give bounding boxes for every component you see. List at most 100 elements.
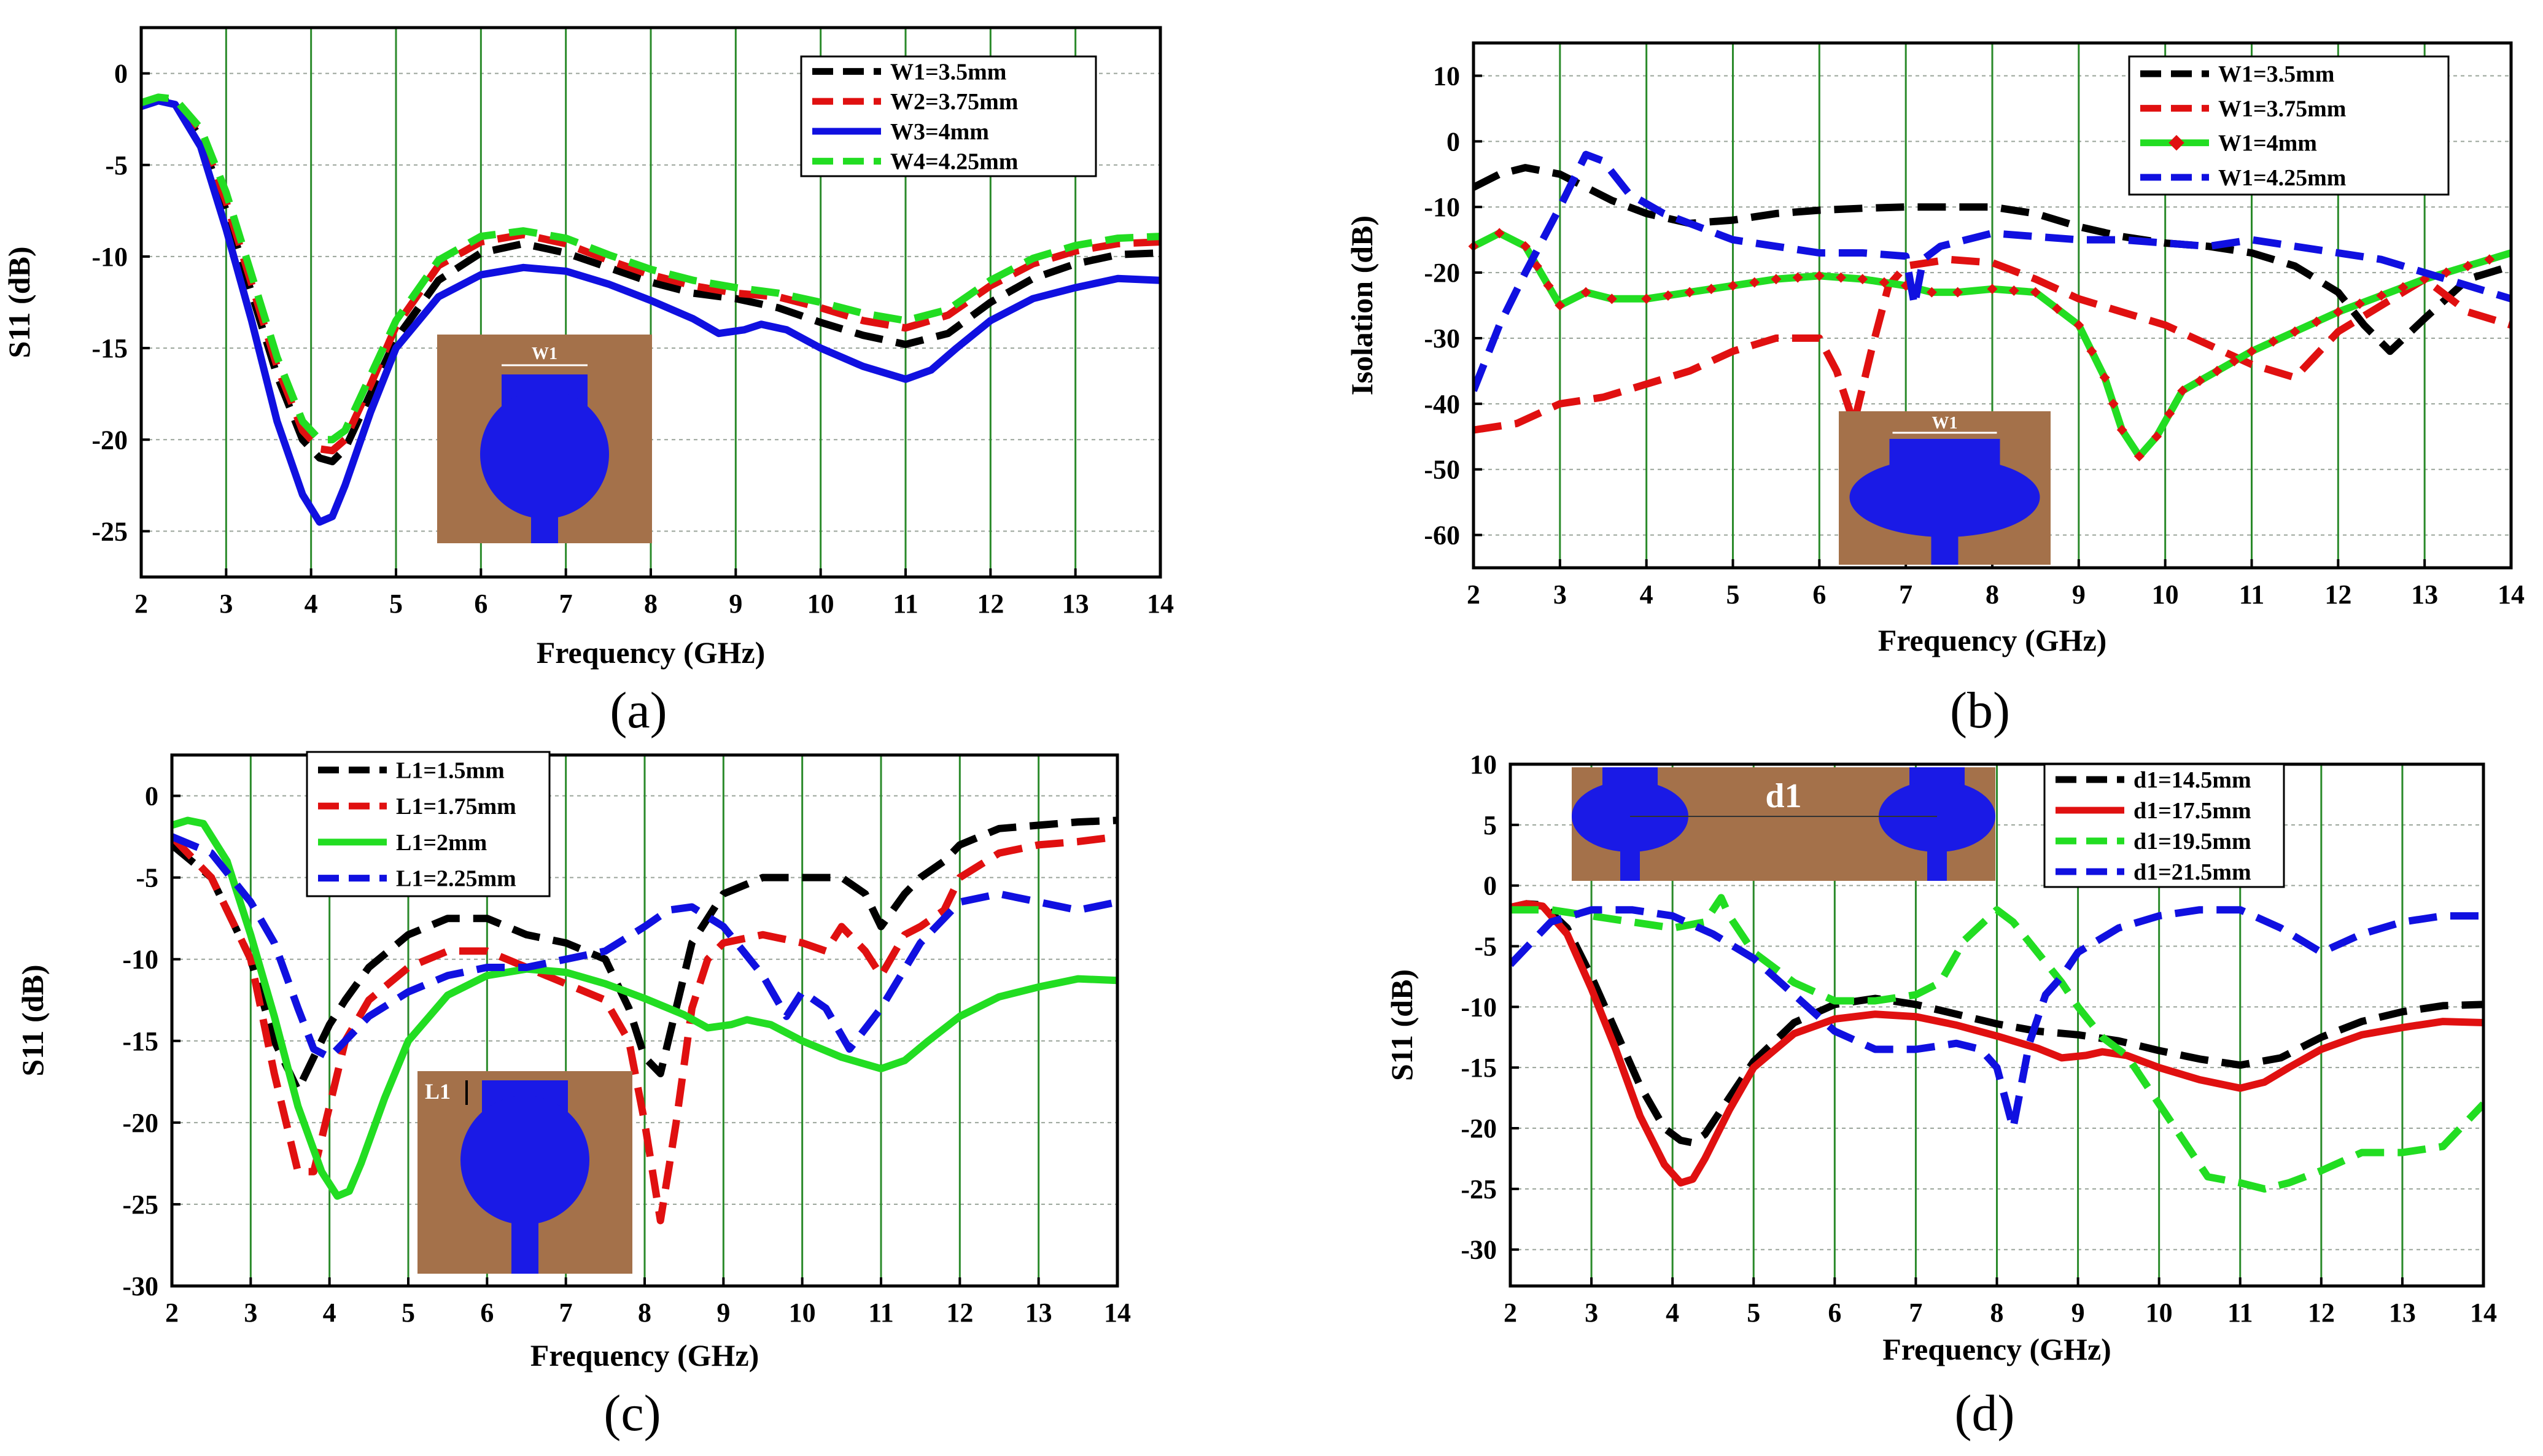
x-tick-label: 10 bbox=[807, 589, 834, 619]
x-tick-label: 6 bbox=[480, 1298, 494, 1328]
x-tick-label: 4 bbox=[1666, 1298, 1679, 1328]
x-tick-label: 3 bbox=[244, 1298, 257, 1328]
y-tick-label: 10 bbox=[1433, 61, 1460, 91]
y-tick-label: -25 bbox=[122, 1190, 158, 1220]
y-tick-label: -30 bbox=[1461, 1235, 1497, 1265]
legend-label: d1=17.5mm bbox=[2133, 798, 2251, 824]
x-tick-label: 2 bbox=[165, 1298, 179, 1328]
feed-line bbox=[1620, 847, 1640, 881]
legend-box bbox=[800, 55, 1097, 177]
series-line-1 bbox=[172, 816, 1117, 1094]
legend-label: L1=2mm bbox=[396, 830, 487, 856]
x-tick-label: 5 bbox=[389, 589, 403, 619]
series-line-1 bbox=[1473, 164, 2511, 355]
legend-label: W1=3.75mm bbox=[2218, 96, 2346, 122]
x-tick-label: 13 bbox=[2389, 1298, 2416, 1328]
x-tick-label: 5 bbox=[1726, 579, 1740, 610]
feed-line bbox=[531, 513, 558, 543]
x-tick-label: 8 bbox=[1986, 579, 1999, 610]
x-tick-label: 13 bbox=[1062, 589, 1089, 619]
legend-label: d1=21.5mm bbox=[2133, 859, 2251, 885]
data-point-marker bbox=[1952, 287, 1963, 298]
x-axis-title: Frequency (GHz) bbox=[530, 1338, 759, 1373]
legend-label: W1=3.5mm bbox=[2218, 61, 2334, 87]
x-tick-label: 4 bbox=[1640, 579, 1653, 610]
legend-box bbox=[2128, 55, 2450, 196]
legend-label: W1=4.25mm bbox=[2218, 165, 2346, 191]
data-point-marker bbox=[2463, 260, 2474, 271]
y-tick-label: -20 bbox=[1424, 258, 1460, 288]
y-tick-label: -10 bbox=[1461, 992, 1497, 1022]
legend-label: W2=3.75mm bbox=[890, 89, 1018, 115]
legend-label: L1=1.5mm bbox=[396, 757, 505, 783]
feed-line bbox=[1931, 531, 1959, 565]
legend: W1=3.5mm W1=3.75mm W1=4mm W1=4.25mm bbox=[2128, 55, 2450, 196]
legend-label: d1=14.5mm bbox=[2133, 767, 2251, 793]
y-tick-label: 0 bbox=[1483, 871, 1497, 901]
series-line-2 bbox=[1473, 255, 2511, 434]
x-tick-label: 13 bbox=[1025, 1298, 1052, 1328]
y-axis-title: S11 (dB) bbox=[15, 964, 50, 1076]
antenna-inset: W1 bbox=[437, 335, 652, 543]
data-point-marker bbox=[1641, 293, 1652, 304]
chart-d: 2 3 4 5 6 7 8 9 10 11 12 13 14 10 5 0 -5 -10 -15 -20 -25 -30 F… bbox=[1384, 749, 2497, 1442]
x-tick-label: 14 bbox=[1104, 1298, 1131, 1328]
legend-label: W1=4mm bbox=[2218, 131, 2317, 157]
x-tick-label: 12 bbox=[2308, 1298, 2335, 1328]
y-tick-label: 0 bbox=[114, 59, 128, 89]
x-tick-label: 12 bbox=[977, 589, 1004, 619]
data-point-marker bbox=[1663, 290, 1674, 301]
y-axis-title: S11 (dB) bbox=[1384, 969, 1419, 1081]
x-tick-label: 14 bbox=[1147, 589, 1174, 619]
x-tick-label: 8 bbox=[638, 1298, 651, 1328]
chart-a: 2 3 4 5 6 7 8 9 10 11 12 13 14 0 -5 -10 -15 -20 -25 Frequen… bbox=[2, 26, 1174, 739]
x-tick-label: 7 bbox=[1909, 1298, 1922, 1328]
series-line-3 bbox=[1510, 894, 2483, 1193]
chart-b: 2 3 4 5 6 7 8 9 10 11 12 13 14 10 0 -10 -20 -30 -40 -50 -60 F… bbox=[1345, 41, 2525, 739]
patch-radiator bbox=[460, 1096, 589, 1225]
panel-label: (a) bbox=[610, 682, 667, 739]
y-tick-label: -20 bbox=[1461, 1113, 1497, 1144]
legend-label: W1=3.5mm bbox=[890, 59, 1006, 85]
series-line-4 bbox=[1510, 906, 2483, 1132]
x-tick-label: 10 bbox=[2152, 579, 2179, 610]
inset-label: L1 bbox=[425, 1079, 451, 1104]
legend-label: d1=19.5mm bbox=[2133, 829, 2251, 854]
series-line-2 bbox=[1510, 900, 2483, 1187]
x-tick-label: 3 bbox=[1553, 579, 1567, 610]
inset-label: d1 bbox=[1765, 777, 1801, 815]
x-tick-label: 7 bbox=[559, 589, 573, 619]
x-tick-label: 8 bbox=[1990, 1298, 2004, 1328]
panel-label: (b) bbox=[1950, 682, 2010, 739]
x-tick-label: 5 bbox=[1747, 1298, 1760, 1328]
x-tick-label: 7 bbox=[1899, 579, 1912, 610]
data-point-marker bbox=[2133, 451, 2145, 462]
y-tick-label: -20 bbox=[122, 1108, 158, 1138]
x-tick-label: 3 bbox=[219, 589, 233, 619]
inset-label: W1 bbox=[532, 344, 557, 363]
y-tick-label: -5 bbox=[105, 150, 128, 180]
y-tick-label: -50 bbox=[1424, 455, 1460, 485]
x-tick-label: 5 bbox=[402, 1298, 415, 1328]
y-tick-label: -30 bbox=[1424, 323, 1460, 354]
x-tick-label: 11 bbox=[2227, 1298, 2253, 1328]
y-tick-label: 10 bbox=[1470, 749, 1497, 780]
x-axis-title: Frequency (GHz) bbox=[1882, 1332, 2111, 1366]
x-tick-label: 6 bbox=[1812, 579, 1826, 610]
x-tick-label: 2 bbox=[1467, 579, 1480, 610]
data-point-marker bbox=[2355, 298, 2365, 309]
x-tick-label: 9 bbox=[716, 1298, 730, 1328]
legend-box bbox=[2043, 763, 2285, 888]
x-tick-label: 11 bbox=[868, 1298, 894, 1328]
x-tick-label: 12 bbox=[946, 1298, 973, 1328]
x-tick-label: 2 bbox=[1504, 1298, 1517, 1328]
series-line-3 bbox=[172, 816, 1117, 1200]
data-point-marker bbox=[2116, 425, 2127, 436]
legend-label: W3=4mm bbox=[890, 119, 989, 145]
y-tick-label: -60 bbox=[1424, 521, 1460, 551]
x-tick-label: 6 bbox=[474, 589, 487, 619]
x-axis-title: Frequency (GHz) bbox=[537, 635, 766, 670]
patch-radiator bbox=[480, 390, 609, 519]
patch-radiator bbox=[1849, 457, 2040, 537]
